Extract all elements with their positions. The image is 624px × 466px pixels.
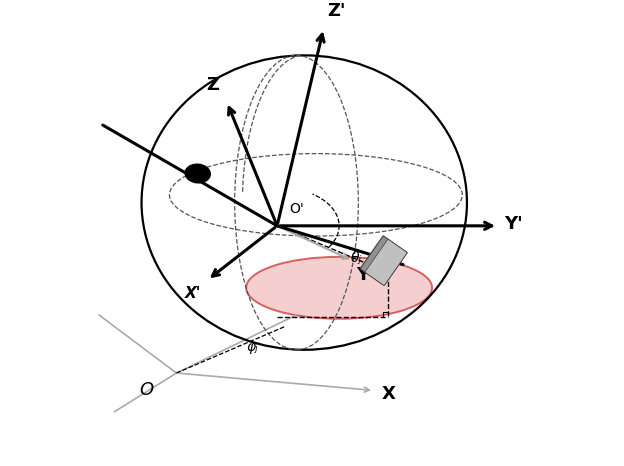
Ellipse shape (185, 164, 210, 183)
Text: X: X (382, 385, 396, 404)
Text: O': O' (289, 202, 303, 216)
Text: φⱼ: φⱼ (246, 340, 258, 354)
Text: O: O (139, 381, 153, 399)
Polygon shape (360, 236, 407, 286)
Text: X': X' (185, 286, 202, 301)
Text: Y: Y (356, 267, 369, 285)
Text: Z': Z' (328, 2, 346, 21)
Text: θⱼ: θⱼ (351, 251, 362, 265)
Text: Y': Y' (504, 215, 522, 233)
Ellipse shape (246, 257, 432, 319)
Polygon shape (365, 239, 407, 286)
Text: Z: Z (206, 76, 219, 94)
